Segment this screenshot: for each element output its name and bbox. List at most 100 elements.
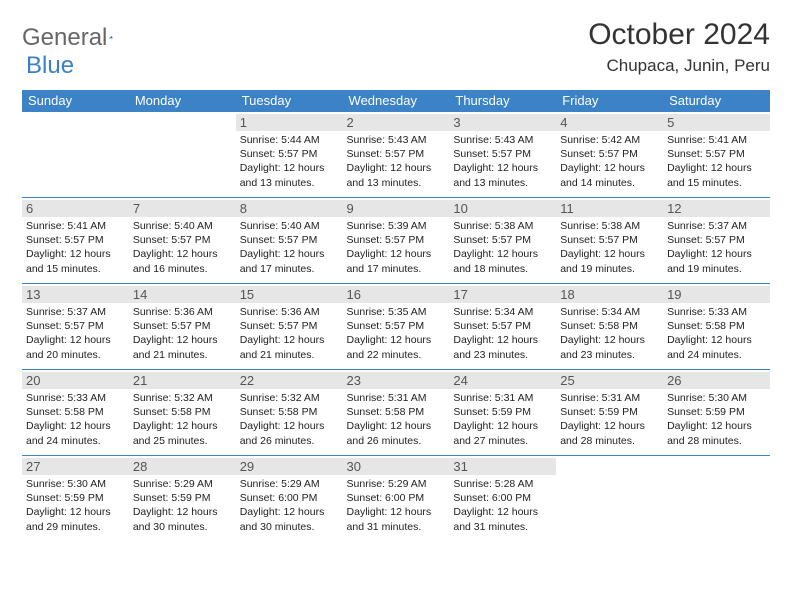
day-info: Sunrise: 5:38 AMSunset: 5:57 PMDaylight:…: [453, 219, 552, 276]
weekday-header: Saturday: [663, 90, 770, 112]
day-info: Sunrise: 5:39 AMSunset: 5:57 PMDaylight:…: [347, 219, 446, 276]
weekday-header: Thursday: [449, 90, 556, 112]
calendar-day-cell: 26 Sunrise: 5:30 AMSunset: 5:59 PMDayligh…: [663, 370, 770, 456]
day-number: 5: [663, 114, 770, 131]
calendar-day-cell: 9 Sunrise: 5:39 AMSunset: 5:57 PMDaylight…: [343, 198, 450, 284]
day-number: 17: [449, 286, 556, 303]
day-number: 1: [236, 114, 343, 131]
logo-text-1: General: [22, 24, 107, 52]
day-number: 10: [449, 200, 556, 217]
calendar-day-cell: 28Sunrise: 5:29 AMSunset: 5:59 PMDayligh…: [129, 456, 236, 542]
calendar-day-cell: 3 Sunrise: 5:43 AMSunset: 5:57 PMDaylight…: [449, 112, 556, 198]
day-info: Sunrise: 5:30 AMSunset: 5:59 PMDaylight:…: [667, 391, 766, 448]
day-number: 11: [556, 200, 663, 217]
day-number: 13: [22, 286, 129, 303]
calendar-day-cell: 18Sunrise: 5:34 AMSunset: 5:58 PMDayligh…: [556, 284, 663, 370]
location: Chupaca, Junin, Peru: [588, 56, 770, 76]
day-info: Sunrise: 5:28 AMSunset: 6:00 PMDaylight:…: [453, 477, 552, 534]
calendar-day-cell: 20 Sunrise: 5:33 AMSunset: 5:58 PMDayligh…: [22, 370, 129, 456]
day-info: Sunrise: 5:37 AMSunset: 5:57 PMDaylight:…: [26, 305, 125, 362]
day-number: 15: [236, 286, 343, 303]
calendar-body: ..1Sunrise: 5:44 AMSunset: 5:57 PMDaylig…: [22, 112, 770, 542]
calendar-day-cell: 27Sunrise: 5:30 AMSunset: 5:59 PMDayligh…: [22, 456, 129, 542]
day-info: Sunrise: 5:38 AMSunset: 5:57 PMDaylight:…: [560, 219, 659, 276]
day-number: 2: [343, 114, 450, 131]
calendar-day-cell: .: [22, 112, 129, 198]
day-number: 31: [449, 458, 556, 475]
day-info: Sunrise: 5:32 AMSunset: 5:58 PMDaylight:…: [133, 391, 232, 448]
calendar-day-cell: 7 Sunrise: 5:40 AMSunset: 5:57 PMDaylight…: [129, 198, 236, 284]
day-info: Sunrise: 5:42 AMSunset: 5:57 PMDaylight:…: [560, 133, 659, 190]
day-number: 3: [449, 114, 556, 131]
calendar-day-cell: 8Sunrise: 5:40 AMSunset: 5:57 PMDaylight…: [236, 198, 343, 284]
calendar-day-cell: .: [129, 112, 236, 198]
calendar-day-cell: 30Sunrise: 5:29 AMSunset: 6:00 PMDayligh…: [343, 456, 450, 542]
logo: General: [22, 18, 131, 52]
day-info: Sunrise: 5:43 AMSunset: 5:57 PMDaylight:…: [347, 133, 446, 190]
calendar-day-cell: 29 Sunrise: 5:29 AMSunset: 6:00 PMDayligh…: [236, 456, 343, 542]
calendar-day-cell: 13 Sunrise: 5:37 AMSunset: 5:57 PMDayligh…: [22, 284, 129, 370]
calendar-day-cell: 10 Sunrise: 5:38 AMSunset: 5:57 PMDayligh…: [449, 198, 556, 284]
day-number: 7: [129, 200, 236, 217]
day-info: Sunrise: 5:29 AMSunset: 6:00 PMDaylight:…: [347, 477, 446, 534]
calendar-day-cell: 22 Sunrise: 5:32 AMSunset: 5:58 PMDayligh…: [236, 370, 343, 456]
day-number: 4: [556, 114, 663, 131]
day-info: Sunrise: 5:43 AMSunset: 5:57 PMDaylight:…: [453, 133, 552, 190]
calendar-table: SundayMondayTuesdayWednesdayThursdayFrid…: [22, 90, 770, 542]
day-info: Sunrise: 5:44 AMSunset: 5:57 PMDaylight:…: [240, 133, 339, 190]
day-number: 29: [236, 458, 343, 475]
day-info: Sunrise: 5:31 AMSunset: 5:59 PMDaylight:…: [453, 391, 552, 448]
day-number: 25: [556, 372, 663, 389]
day-info: Sunrise: 5:33 AMSunset: 5:58 PMDaylight:…: [26, 391, 125, 448]
calendar-week-row: 20 Sunrise: 5:33 AMSunset: 5:58 PMDayligh…: [22, 370, 770, 456]
calendar-day-cell: 21 Sunrise: 5:32 AMSunset: 5:58 PMDayligh…: [129, 370, 236, 456]
calendar-day-cell: 25 Sunrise: 5:31 AMSunset: 5:59 PMDayligh…: [556, 370, 663, 456]
day-info: Sunrise: 5:31 AMSunset: 5:59 PMDaylight:…: [560, 391, 659, 448]
calendar-day-cell: 19 Sunrise: 5:33 AMSunset: 5:58 PMDayligh…: [663, 284, 770, 370]
day-info: Sunrise: 5:40 AMSunset: 5:57 PMDaylight:…: [133, 219, 232, 276]
day-number: 20: [22, 372, 129, 389]
calendar-day-cell: 5 Sunrise: 5:41 AMSunset: 5:57 PMDaylight…: [663, 112, 770, 198]
calendar-day-cell: .: [556, 456, 663, 542]
calendar-day-cell: .: [663, 456, 770, 542]
calendar-day-cell: 6 Sunrise: 5:41 AMSunset: 5:57 PMDaylight…: [22, 198, 129, 284]
weekday-header: Wednesday: [343, 90, 450, 112]
calendar-day-cell: 1 Sunrise: 5:44 AMSunset: 5:57 PMDaylight…: [236, 112, 343, 198]
calendar-week-row: 27Sunrise: 5:30 AMSunset: 5:59 PMDayligh…: [22, 456, 770, 542]
day-number: 28: [129, 458, 236, 475]
day-info: Sunrise: 5:29 AMSunset: 6:00 PMDaylight:…: [240, 477, 339, 534]
day-info: Sunrise: 5:30 AMSunset: 5:59 PMDaylight:…: [26, 477, 125, 534]
day-info: Sunrise: 5:33 AMSunset: 5:58 PMDaylight:…: [667, 305, 766, 362]
day-info: Sunrise: 5:35 AMSunset: 5:57 PMDaylight:…: [347, 305, 446, 362]
day-info: Sunrise: 5:32 AMSunset: 5:58 PMDaylight:…: [240, 391, 339, 448]
day-number: 21: [129, 372, 236, 389]
day-number: 12: [663, 200, 770, 217]
calendar-day-cell: 17 Sunrise: 5:34 AMSunset: 5:57 PMDayligh…: [449, 284, 556, 370]
day-info: Sunrise: 5:34 AMSunset: 5:57 PMDaylight:…: [453, 305, 552, 362]
calendar-day-cell: 4 Sunrise: 5:42 AMSunset: 5:57 PMDaylight…: [556, 112, 663, 198]
logo-triangle-icon: [109, 29, 113, 45]
title-block: October 2024 Chupaca, Junin, Peru: [588, 18, 770, 76]
day-number: 16: [343, 286, 450, 303]
weekday-header-row: SundayMondayTuesdayWednesdayThursdayFrid…: [22, 90, 770, 112]
weekday-header: Monday: [129, 90, 236, 112]
day-number: 6: [22, 200, 129, 217]
day-info: Sunrise: 5:41 AMSunset: 5:57 PMDaylight:…: [667, 133, 766, 190]
day-number: 18: [556, 286, 663, 303]
day-number: 19: [663, 286, 770, 303]
weekday-header: Friday: [556, 90, 663, 112]
day-number: 22: [236, 372, 343, 389]
day-number: 8: [236, 200, 343, 217]
day-number: 14: [129, 286, 236, 303]
calendar-week-row: 6 Sunrise: 5:41 AMSunset: 5:57 PMDaylight…: [22, 198, 770, 284]
day-number: 9: [343, 200, 450, 217]
calendar-day-cell: 16 Sunrise: 5:35 AMSunset: 5:57 PMDayligh…: [343, 284, 450, 370]
day-number: 24: [449, 372, 556, 389]
calendar-week-row: 13 Sunrise: 5:37 AMSunset: 5:57 PMDayligh…: [22, 284, 770, 370]
day-info: Sunrise: 5:41 AMSunset: 5:57 PMDaylight:…: [26, 219, 125, 276]
weekday-header: Sunday: [22, 90, 129, 112]
day-info: Sunrise: 5:37 AMSunset: 5:57 PMDaylight:…: [667, 219, 766, 276]
day-number: 26: [663, 372, 770, 389]
calendar-week-row: ..1Sunrise: 5:44 AMSunset: 5:57 PMDaylig…: [22, 112, 770, 198]
calendar-day-cell: 11 Sunrise: 5:38 AMSunset: 5:57 PMDayligh…: [556, 198, 663, 284]
